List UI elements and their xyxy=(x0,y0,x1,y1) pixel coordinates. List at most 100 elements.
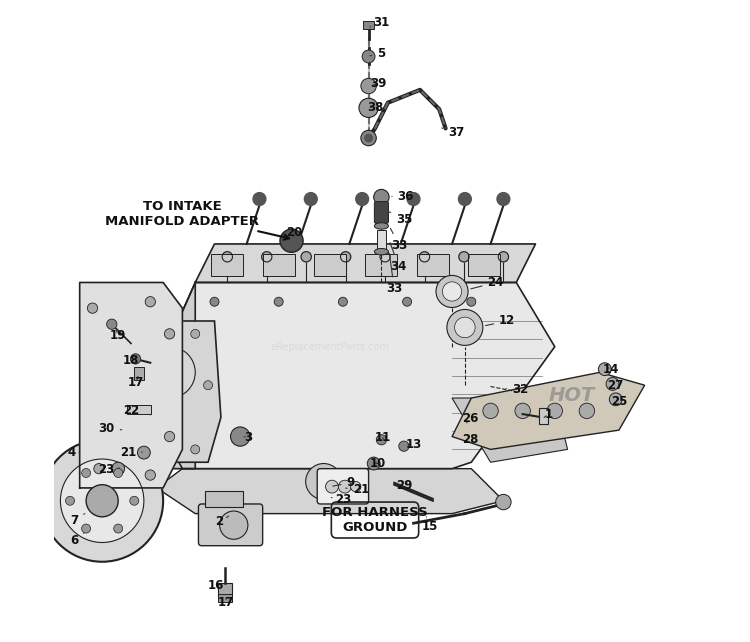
Circle shape xyxy=(447,309,483,345)
Text: eReplacementParts.com: eReplacementParts.com xyxy=(271,342,389,352)
Circle shape xyxy=(466,297,476,306)
Circle shape xyxy=(160,363,179,382)
Text: 30: 30 xyxy=(98,422,122,435)
Polygon shape xyxy=(80,282,182,488)
Bar xyxy=(134,367,144,380)
Circle shape xyxy=(146,445,154,454)
Circle shape xyxy=(301,252,311,262)
Circle shape xyxy=(362,50,375,63)
Circle shape xyxy=(361,130,376,146)
Circle shape xyxy=(144,347,195,398)
Circle shape xyxy=(547,403,562,419)
Circle shape xyxy=(130,496,139,505)
Text: 2: 2 xyxy=(215,515,229,528)
Circle shape xyxy=(356,193,368,205)
Bar xyxy=(217,583,232,596)
FancyBboxPatch shape xyxy=(317,469,368,504)
Polygon shape xyxy=(452,372,645,449)
Polygon shape xyxy=(144,282,195,469)
Circle shape xyxy=(274,297,284,306)
Circle shape xyxy=(498,252,508,262)
Bar xyxy=(377,230,386,250)
Circle shape xyxy=(124,327,214,417)
Circle shape xyxy=(114,524,123,533)
Circle shape xyxy=(376,435,386,445)
Circle shape xyxy=(515,403,530,419)
Bar xyxy=(205,491,244,507)
Text: 24: 24 xyxy=(471,276,504,289)
FancyBboxPatch shape xyxy=(374,202,388,223)
Text: 17: 17 xyxy=(218,596,234,609)
Circle shape xyxy=(598,363,611,376)
Circle shape xyxy=(262,252,272,262)
Text: 14: 14 xyxy=(603,363,619,376)
Polygon shape xyxy=(157,469,503,514)
Text: 35: 35 xyxy=(389,212,412,226)
Circle shape xyxy=(306,464,341,499)
Bar xyxy=(262,254,295,276)
Polygon shape xyxy=(195,244,536,282)
Text: 15: 15 xyxy=(422,517,438,533)
Text: 23: 23 xyxy=(332,493,351,506)
Circle shape xyxy=(82,524,91,533)
Circle shape xyxy=(230,427,250,446)
Text: 28: 28 xyxy=(462,433,478,446)
Ellipse shape xyxy=(374,248,388,255)
Circle shape xyxy=(220,511,248,539)
Text: 7: 7 xyxy=(70,514,85,526)
Text: 19: 19 xyxy=(110,329,127,342)
Text: 39: 39 xyxy=(370,77,387,90)
Text: 6: 6 xyxy=(70,534,84,547)
Circle shape xyxy=(399,441,409,451)
Bar xyxy=(365,254,398,276)
Circle shape xyxy=(146,297,155,307)
Circle shape xyxy=(436,275,468,308)
Text: 4: 4 xyxy=(68,446,80,459)
Circle shape xyxy=(65,496,74,505)
Circle shape xyxy=(61,459,144,542)
Circle shape xyxy=(609,393,622,406)
Text: 13: 13 xyxy=(406,438,422,451)
Circle shape xyxy=(442,282,462,301)
Circle shape xyxy=(340,252,351,262)
Text: 9: 9 xyxy=(333,476,355,489)
Text: 21: 21 xyxy=(120,446,142,459)
Circle shape xyxy=(82,469,91,478)
Circle shape xyxy=(280,229,303,252)
Text: 10: 10 xyxy=(370,457,386,470)
Circle shape xyxy=(304,193,317,205)
Circle shape xyxy=(459,252,469,262)
Text: 33: 33 xyxy=(391,229,407,252)
Text: 36: 36 xyxy=(392,190,414,203)
Text: HOT: HOT xyxy=(548,386,595,405)
Bar xyxy=(538,408,548,424)
Text: 22: 22 xyxy=(123,404,140,417)
Circle shape xyxy=(338,297,347,306)
Text: 17: 17 xyxy=(128,376,144,389)
Text: 11: 11 xyxy=(374,431,391,444)
Circle shape xyxy=(606,377,619,390)
Circle shape xyxy=(350,482,361,492)
Circle shape xyxy=(114,469,123,478)
Circle shape xyxy=(403,297,412,306)
Bar xyxy=(417,254,448,276)
Circle shape xyxy=(326,480,338,493)
Circle shape xyxy=(361,78,376,94)
Circle shape xyxy=(407,193,420,205)
Circle shape xyxy=(203,381,212,390)
Polygon shape xyxy=(144,282,555,469)
Text: FOR HARNESS
GROUND: FOR HARNESS GROUND xyxy=(322,506,428,534)
Polygon shape xyxy=(452,398,568,462)
Circle shape xyxy=(497,193,510,205)
Circle shape xyxy=(483,403,498,419)
Text: 33: 33 xyxy=(386,254,403,295)
Bar xyxy=(127,405,151,414)
Text: 20: 20 xyxy=(286,226,302,239)
Circle shape xyxy=(164,431,175,442)
Circle shape xyxy=(88,303,98,313)
Circle shape xyxy=(190,329,200,338)
Circle shape xyxy=(579,403,595,419)
Circle shape xyxy=(106,319,117,329)
Circle shape xyxy=(222,252,232,262)
Circle shape xyxy=(419,252,430,262)
